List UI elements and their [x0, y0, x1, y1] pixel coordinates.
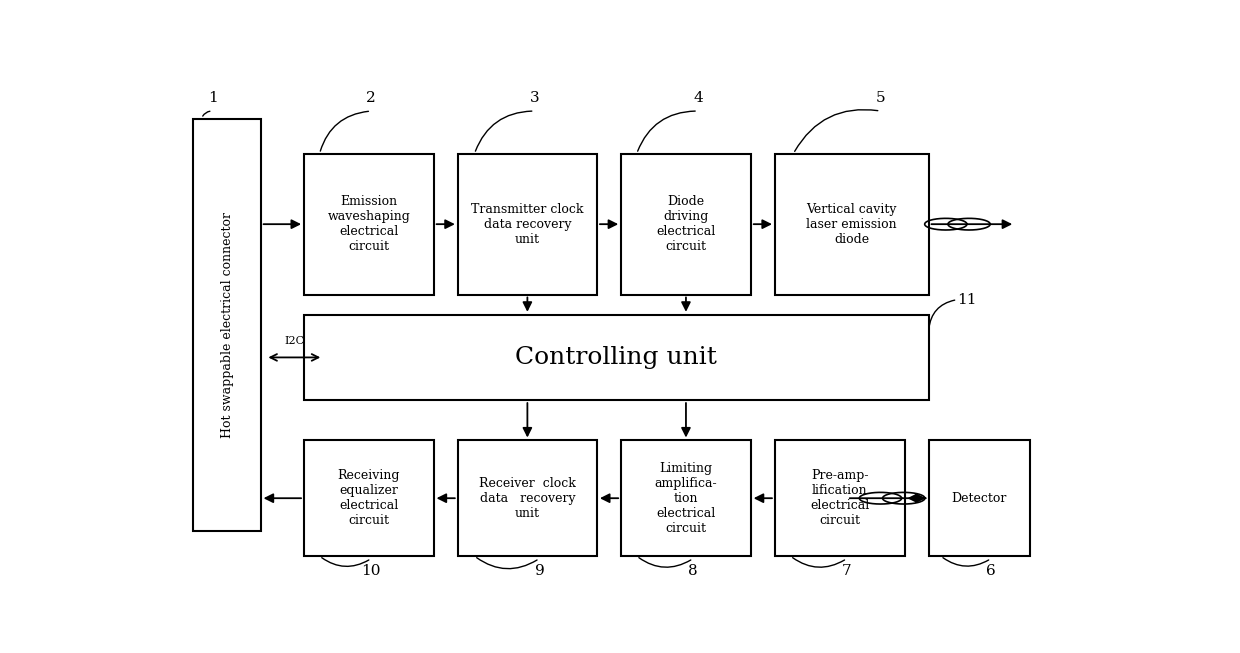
Text: Controlling unit: Controlling unit [516, 346, 717, 369]
Bar [458, 153, 596, 295]
Bar [304, 153, 434, 295]
Bar [621, 153, 751, 295]
Text: Detector: Detector [951, 492, 1007, 505]
Text: Receiver  clock
data   recovery
unit: Receiver clock data recovery unit [479, 477, 575, 520]
Text: Hot swappable electrical connector: Hot swappable electrical connector [221, 212, 233, 438]
Text: Limiting
amplifica-
tion
electrical
circuit: Limiting amplifica- tion electrical circ… [655, 462, 717, 535]
Text: Transmitter clock
data recovery
unit: Transmitter clock data recovery unit [471, 202, 584, 246]
Text: Vertical cavity
laser emission
diode: Vertical cavity laser emission diode [806, 202, 897, 246]
Text: Diode
driving
electrical
circuit: Diode driving electrical circuit [656, 195, 715, 253]
Bar [775, 440, 905, 556]
Bar [304, 315, 929, 400]
Bar [304, 440, 434, 556]
Text: 2: 2 [366, 91, 376, 106]
Text: 9: 9 [534, 564, 544, 578]
Text: 11: 11 [957, 293, 977, 307]
Text: I2C: I2C [284, 336, 304, 346]
Text: 3: 3 [529, 91, 539, 106]
Bar [775, 153, 929, 295]
Bar [929, 440, 1029, 556]
Text: 7: 7 [842, 564, 852, 578]
Bar [458, 440, 596, 556]
Text: 4: 4 [693, 91, 703, 106]
Text: Emission
waveshaping
electrical
circuit: Emission waveshaping electrical circuit [327, 195, 410, 253]
Text: 10: 10 [362, 564, 381, 578]
Text: Pre-amp-
lification
electrical
circuit: Pre-amp- lification electrical circuit [810, 470, 869, 527]
Text: Receiving
equalizer
electrical
circuit: Receiving equalizer electrical circuit [337, 470, 401, 527]
Bar [193, 119, 260, 531]
Text: 8: 8 [688, 564, 698, 578]
Text: 6: 6 [986, 564, 996, 578]
Text: 1: 1 [208, 91, 217, 106]
Bar [621, 440, 751, 556]
Text: 5: 5 [875, 91, 885, 106]
